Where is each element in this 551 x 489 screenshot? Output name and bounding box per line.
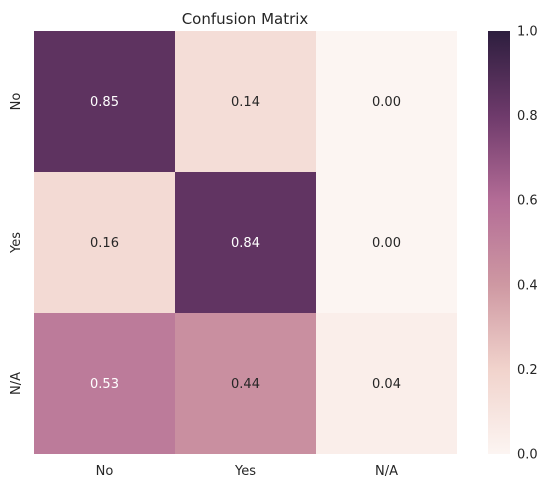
cell-value-label: 0.16	[90, 236, 119, 251]
y-tick-label: N/A	[9, 372, 24, 395]
colorbar-tick-label: 0.8	[517, 109, 538, 124]
colorbar-gradient	[488, 31, 510, 454]
y-tick-label: Yes	[9, 232, 24, 254]
colorbar-tick-label: 0.6	[517, 194, 538, 209]
x-tick-label: N/A	[375, 464, 398, 479]
y-axis: No Yes N/A	[9, 93, 24, 395]
colorbar: 0.0 0.2 0.4 0.6 0.8 1.0	[488, 25, 538, 463]
heatmap-cell	[316, 172, 457, 313]
chart-title: Confusion Matrix	[182, 10, 309, 28]
x-tick-label: No	[96, 464, 114, 479]
colorbar-tick-label: 0.0	[517, 448, 538, 463]
colorbar-tick-label: 0.4	[517, 278, 538, 293]
y-tick-label: No	[9, 93, 24, 111]
heatmap-cell	[34, 313, 175, 454]
colorbar-tick-label: 1.0	[517, 25, 538, 40]
colorbar-tick-label: 0.2	[517, 363, 538, 378]
heatmap-cell	[316, 313, 457, 454]
heatmap-cell	[175, 31, 316, 172]
cell-value-label: 0.04	[372, 377, 401, 392]
cell-value-label: 0.00	[372, 95, 401, 110]
cell-value-label: 0.85	[90, 95, 119, 110]
cell-value-label: 0.44	[231, 377, 260, 392]
cell-value-label: 0.14	[231, 95, 260, 110]
cell-value-label: 0.84	[231, 236, 260, 251]
x-tick-label: Yes	[234, 464, 256, 479]
heatmap-cell	[175, 172, 316, 313]
cell-value-label: 0.00	[372, 236, 401, 251]
heatmap-cell	[175, 313, 316, 454]
cell-value-label: 0.53	[90, 377, 119, 392]
heatmap-cells: 0.85 0.14 0.00 0.16 0.84 0.00 0.53 0.44 0.04	[34, 31, 457, 454]
heatmap-cell	[316, 31, 457, 172]
heatmap-cell	[34, 172, 175, 313]
heatmap-cell	[34, 31, 175, 172]
x-axis: No Yes N/A	[96, 464, 398, 479]
